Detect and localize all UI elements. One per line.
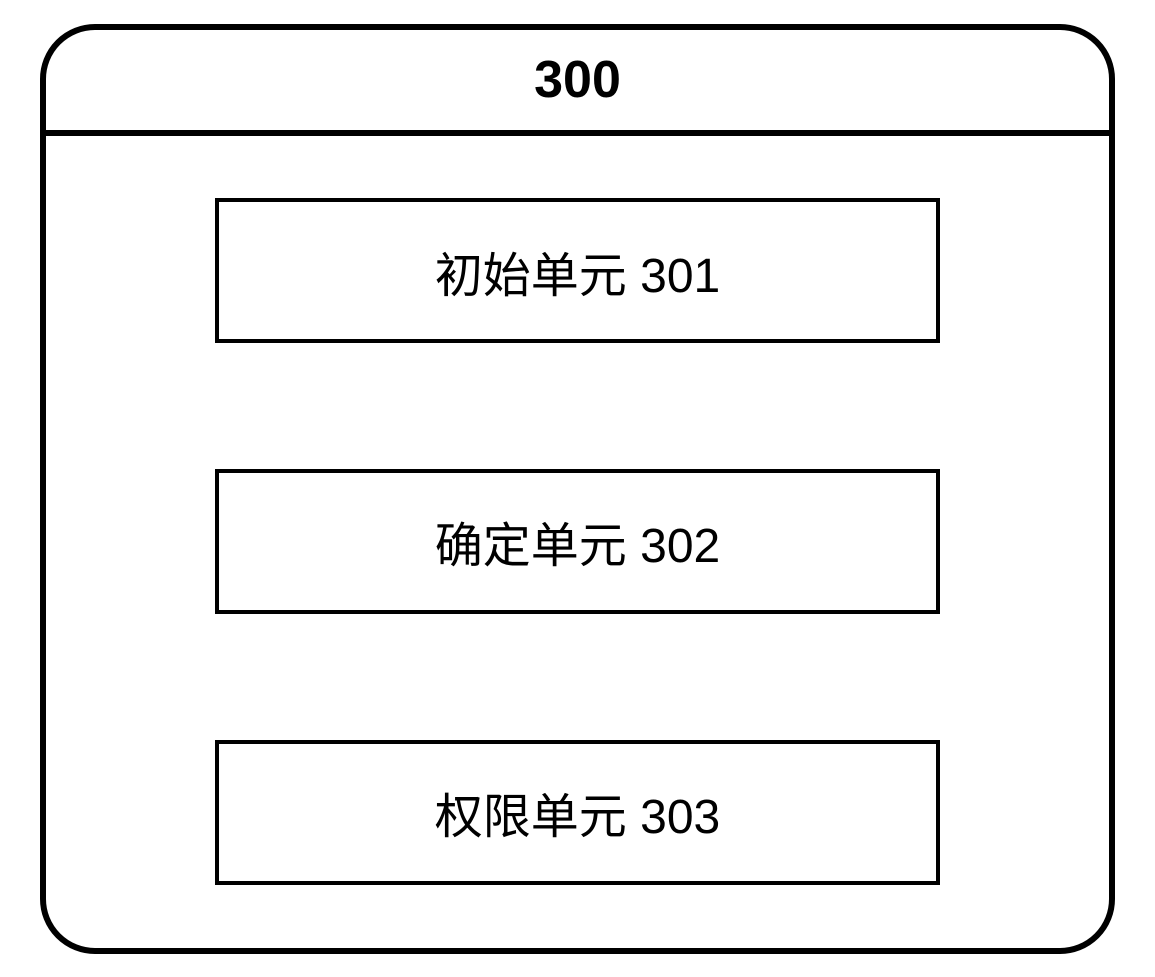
unit-label: 确定单元 302 (435, 506, 720, 576)
unit-block: 确定单元 302 (215, 469, 940, 614)
unit-label: 初始单元 301 (435, 236, 720, 306)
diagram-body: 初始单元 301 确定单元 302 权限单元 303 (46, 136, 1109, 948)
diagram-container: 300 初始单元 301 确定单元 302 权限单元 303 (40, 24, 1115, 954)
unit-block: 初始单元 301 (215, 198, 940, 343)
header-label: 300 (46, 30, 1109, 130)
unit-label: 权限单元 303 (435, 777, 720, 847)
unit-block: 权限单元 303 (215, 740, 940, 885)
